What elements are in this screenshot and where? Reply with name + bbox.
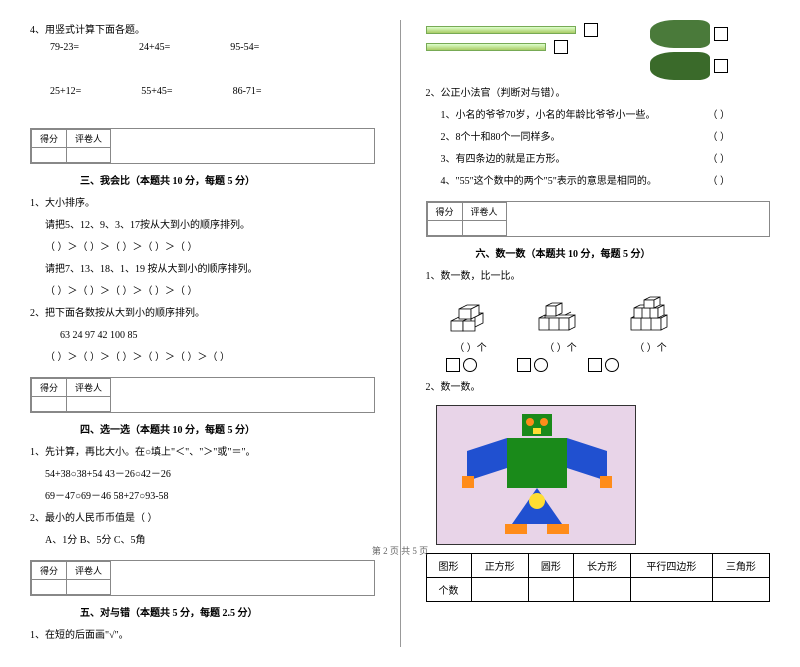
judge-text: 2、8个十和80个一同样多。 [441, 130, 561, 146]
calc-row-1: 79-23= 24+45= 95-54= [50, 42, 375, 53]
judge-item: 3、有四条边的就是正方形。 （ ） [441, 152, 771, 168]
judge-item: 1、小名的爷爷70岁，小名的年龄比爷爷小一些。 （ ） [441, 108, 771, 124]
judge-item: 4、"55"这个数中的两个"5"表示的意思是相同的。 （ ） [441, 174, 771, 190]
calc-item: 24+45= [139, 42, 170, 53]
score-header: 得分 [427, 203, 462, 221]
rod-comparison [426, 20, 771, 80]
compare-box[interactable] [446, 358, 460, 372]
count-label: （ ）个 [446, 339, 496, 354]
score-box: 得分 评卷人 [426, 201, 771, 237]
score-box: 得分 评卷人 [30, 377, 375, 413]
q-text: （ ）＞（ ）＞（ ）＞（ ）＞（ ） [45, 284, 375, 300]
table-row-label: 个数 [426, 578, 471, 602]
score-box: 得分 评卷人 [30, 128, 375, 164]
cube-svg-2 [536, 296, 586, 336]
page-container: 4、用竖式计算下面各题。 79-23= 24+45= 95-54= 25+12=… [0, 0, 800, 667]
q-text: 54+38○38+54 43－26○42－26 [45, 467, 375, 483]
table-cell[interactable] [712, 578, 769, 602]
grader-header: 评卷人 [67, 379, 111, 397]
judge-paren: （ ） [708, 152, 731, 168]
compare-row [446, 358, 771, 372]
calc-item: 95-54= [230, 42, 259, 53]
q-text: 1、数一数，比一比。 [426, 269, 771, 285]
q-text: 请把5、12、9、3、17按从大到小的顺序排列。 [45, 218, 375, 234]
section-4-title: 四、选一选（本题共 10 分，每题 5 分） [80, 421, 375, 436]
cube-row: （ ）个 （ ）个 [446, 296, 771, 354]
cube-svg-1 [446, 296, 496, 336]
q-text: 63 24 97 42 100 85 [60, 328, 375, 344]
checkbox[interactable] [584, 23, 598, 37]
q-text: 2、数一数。 [426, 380, 771, 396]
score-header: 得分 [32, 379, 67, 397]
table-header: 平行四边形 [631, 554, 713, 578]
checkbox[interactable] [714, 59, 728, 73]
section-5-title: 五、对与错（本题共 5 分，每题 2.5 分） [80, 604, 375, 619]
table-header: 正方形 [471, 554, 528, 578]
q-text: 1、大小排序。 [30, 196, 375, 212]
robot-figure [436, 405, 636, 545]
checkbox[interactable] [554, 40, 568, 54]
table-cell[interactable] [528, 578, 573, 602]
judge-text: 4、"55"这个数中的两个"5"表示的意思是相同的。 [441, 174, 657, 190]
q-text: （ ）＞（ ）＞（ ）＞（ ）＞（ ） [45, 240, 375, 256]
rod-long [426, 26, 576, 34]
calc-row-2: 25+12= 55+45= 86-71= [50, 86, 375, 97]
compare-box[interactable] [588, 358, 602, 372]
grader-header: 评卷人 [67, 562, 111, 580]
judge-paren: （ ） [708, 130, 731, 146]
table-cell[interactable] [471, 578, 528, 602]
judge-text: 3、有四条边的就是正方形。 [441, 152, 566, 168]
score-header: 得分 [32, 562, 67, 580]
calc-item: 25+12= [50, 86, 81, 97]
compare-circle[interactable] [463, 358, 477, 372]
q-text: 2、把下面各数按从大到小的顺序排列。 [30, 306, 375, 322]
cube-svg-3 [626, 296, 676, 336]
q-text: 69－47○69－46 58+27○93-58 [45, 489, 375, 505]
judge-paren: （ ） [708, 174, 731, 190]
count-label: （ ）个 [626, 339, 676, 354]
score-box: 得分 评卷人 [30, 560, 375, 596]
checkbox[interactable] [714, 27, 728, 41]
score-header: 得分 [32, 130, 67, 148]
q4-title: 4、用竖式计算下面各题。 [30, 23, 375, 39]
calc-item: 79-23= [50, 42, 79, 53]
table-header: 图形 [426, 554, 471, 578]
cube-item: （ ）个 [536, 296, 586, 354]
cube-item: （ ）个 [446, 296, 496, 354]
rod-short [426, 43, 546, 51]
section-6-title: 六、数一数（本题共 10 分，每题 5 分） [476, 245, 771, 260]
page-footer: 第 2 页 共 5 页 [0, 544, 800, 557]
judge-item: 2、8个十和80个一同样多。 （ ） [441, 130, 771, 146]
judge-title: 2、公正小法官（判断对与错）。 [426, 86, 771, 102]
cube-item: （ ）个 [626, 296, 676, 354]
q-text: 1、先计算，再比大小。在○填上"＜"、"＞"或"＝"。 [30, 445, 375, 461]
q-text: 1、在短的后面画"√"。 [30, 628, 375, 644]
table-header: 长方形 [573, 554, 630, 578]
judge-paren: （ ） [708, 108, 731, 124]
calc-item: 55+45= [141, 86, 172, 97]
q-text: 请把7、13、18、1、19 按从大到小的顺序排列。 [45, 262, 375, 278]
crocodile-image [650, 52, 710, 80]
grader-header: 评卷人 [462, 203, 506, 221]
calc-item: 86-71= [233, 86, 262, 97]
grader-header: 评卷人 [67, 130, 111, 148]
section-3-title: 三、我会比（本题共 10 分，每题 5 分） [80, 172, 375, 187]
compare-circle[interactable] [605, 358, 619, 372]
snake-image [650, 20, 710, 48]
compare-box[interactable] [517, 358, 531, 372]
table-cell[interactable] [631, 578, 713, 602]
table-header: 圆形 [528, 554, 573, 578]
compare-circle[interactable] [534, 358, 548, 372]
judge-text: 1、小名的爷爷70岁，小名的年龄比爷爷小一些。 [441, 108, 656, 124]
q-text: 2、最小的人民币币值是（ ） [30, 511, 375, 527]
table-header: 三角形 [712, 554, 769, 578]
shape-count-table: 图形 正方形 圆形 长方形 平行四边形 三角形 个数 [426, 553, 771, 602]
count-label: （ ）个 [536, 339, 586, 354]
table-cell[interactable] [573, 578, 630, 602]
q-text: （ ）＞（ ）＞（ ）＞（ ）＞（ ）＞（ ） [45, 350, 375, 366]
